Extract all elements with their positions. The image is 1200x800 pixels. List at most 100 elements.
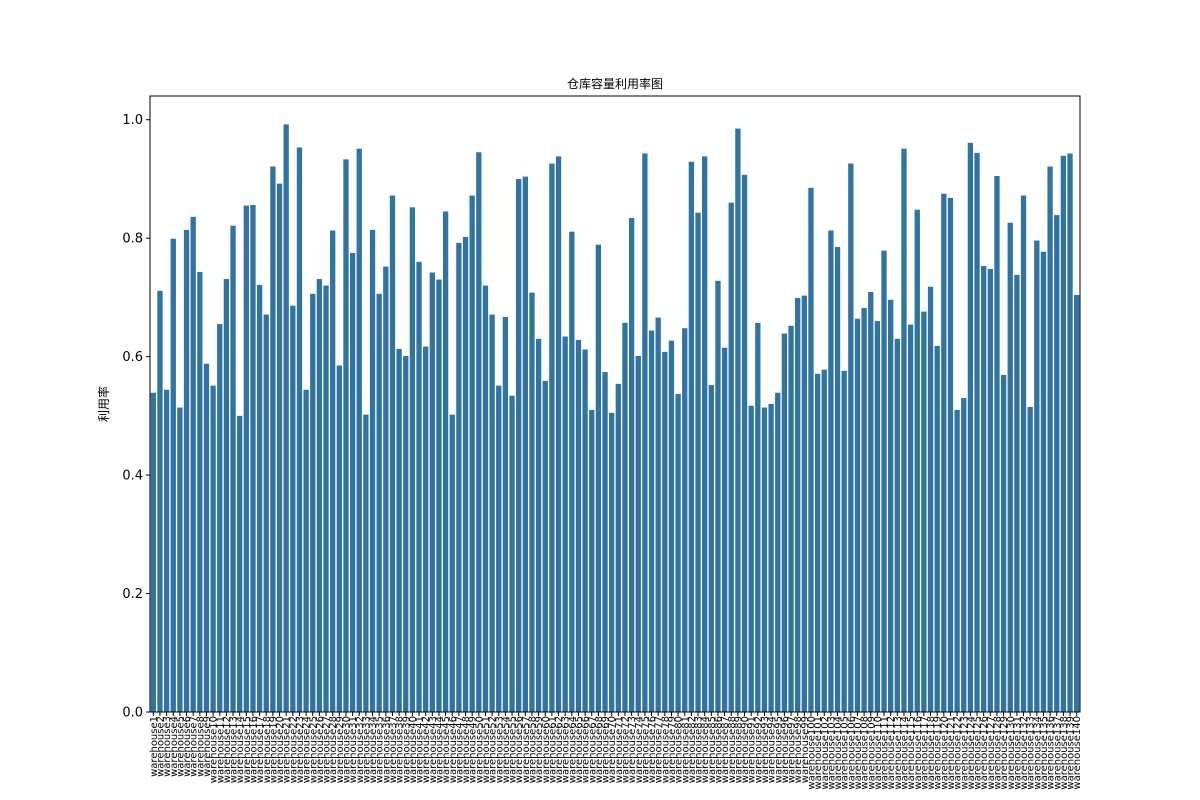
bar	[170, 238, 176, 712]
x-tick-label: warehouse92	[753, 716, 764, 783]
x-tick-label: warehouse52	[488, 716, 499, 783]
bar	[462, 236, 469, 712]
bar	[981, 265, 987, 712]
bar	[383, 266, 389, 712]
bar	[795, 297, 801, 712]
x-tick-label: warehouse29	[335, 716, 346, 783]
x-tick-label: warehouse26	[315, 716, 326, 783]
y-tick-label: 0.8	[122, 232, 143, 247]
bar	[489, 314, 495, 712]
x-tick-label: warehouse60	[541, 716, 552, 783]
x-tick-label: warehouse103	[826, 716, 837, 790]
bar	[369, 229, 376, 712]
bar	[788, 325, 794, 712]
bar	[675, 393, 681, 712]
bar	[695, 212, 701, 712]
x-tick-label: warehouse88	[727, 716, 738, 783]
x-tick-label: warehouse7	[189, 716, 200, 777]
x-tick-label: warehouse116	[913, 716, 924, 790]
bar	[276, 183, 283, 712]
bar	[861, 308, 867, 712]
bar	[436, 279, 442, 712]
x-tick-label: warehouse104	[833, 716, 844, 790]
x-tick-label: warehouse67	[587, 716, 598, 783]
bar	[330, 230, 336, 712]
bar	[449, 414, 455, 712]
x-tick-label: warehouse15	[242, 716, 253, 783]
bar	[622, 322, 628, 712]
x-tick-label: warehouse30	[341, 716, 352, 783]
x-tick-label: warehouse12	[222, 716, 233, 783]
x-tick-label: warehouse22	[288, 716, 299, 783]
bar	[1040, 251, 1047, 712]
bar	[735, 128, 741, 713]
bar	[223, 279, 230, 712]
bar	[416, 261, 422, 712]
x-tick-label: warehouse69	[601, 716, 612, 783]
x-tick-label: warehouse117	[919, 716, 930, 790]
bar	[316, 279, 323, 712]
x-tick-label: warehouse48	[461, 716, 472, 783]
x-tick-label: warehouse85	[707, 716, 718, 783]
x-tick-label: warehouse133	[1026, 716, 1037, 790]
x-tick-label: warehouse127	[986, 716, 997, 790]
x-tick-label: warehouse115	[906, 716, 917, 790]
bar	[529, 292, 535, 712]
bar	[1007, 222, 1013, 712]
bar	[894, 338, 900, 712]
bar	[602, 372, 608, 712]
bar	[881, 250, 887, 713]
x-tick-label: warehouse93	[760, 716, 771, 783]
bar	[403, 356, 409, 712]
x-tick-label: warehouse114	[899, 716, 910, 790]
x-tick-label: warehouse55	[508, 716, 519, 783]
x-tick-label: warehouse68	[594, 716, 605, 783]
bar	[183, 229, 190, 712]
bar	[343, 159, 349, 712]
x-tick-label: warehouse16	[248, 716, 259, 783]
x-tick-label: warehouse122	[953, 716, 964, 790]
x-tick-label: warehouse137	[1052, 716, 1063, 790]
x-tick-label: warehouse21	[282, 716, 293, 783]
x-tick-label: warehouse111	[880, 716, 891, 790]
bar	[496, 385, 502, 712]
x-tick-label: warehouse13	[229, 716, 240, 783]
bar	[376, 293, 382, 712]
bar	[755, 322, 761, 712]
x-tick-label: warehouse97	[787, 716, 798, 783]
x-tick-label: warehouse84	[700, 716, 711, 783]
x-tick-label: warehouse113	[893, 716, 904, 790]
x-tick-label: warehouse75	[640, 716, 651, 783]
bar	[642, 153, 648, 712]
x-tick-label: warehouse3	[162, 716, 173, 777]
bar	[310, 293, 316, 712]
bar	[781, 333, 788, 712]
bar	[210, 385, 216, 712]
y-tick-label: 0.2	[122, 587, 143, 602]
bar	[296, 147, 303, 712]
bar	[356, 148, 362, 712]
bar	[469, 195, 475, 712]
x-tick-label: warehouse135	[1039, 716, 1050, 790]
bar	[901, 148, 907, 712]
bar	[423, 346, 429, 712]
x-tick-label: warehouse87	[720, 716, 731, 783]
x-tick-label: warehouse56	[514, 716, 525, 783]
x-tick-label: warehouse11	[215, 716, 226, 783]
x-tick-label: warehouse123	[959, 716, 970, 790]
bar	[688, 161, 695, 712]
bar	[250, 204, 256, 712]
bar	[668, 340, 675, 712]
bar	[562, 336, 568, 712]
bar	[1034, 240, 1040, 712]
x-tick-label: warehouse39	[401, 716, 412, 783]
bar	[456, 242, 462, 712]
x-tick-label: warehouse51	[481, 716, 492, 783]
x-tick-label: warehouse121	[946, 716, 957, 790]
bar	[801, 295, 807, 712]
bar	[974, 152, 980, 712]
x-tick-label: warehouse8	[195, 716, 206, 777]
x-tick-label: warehouse98	[793, 716, 804, 783]
bar	[283, 124, 289, 712]
x-tick-label: warehouse38	[395, 716, 406, 783]
